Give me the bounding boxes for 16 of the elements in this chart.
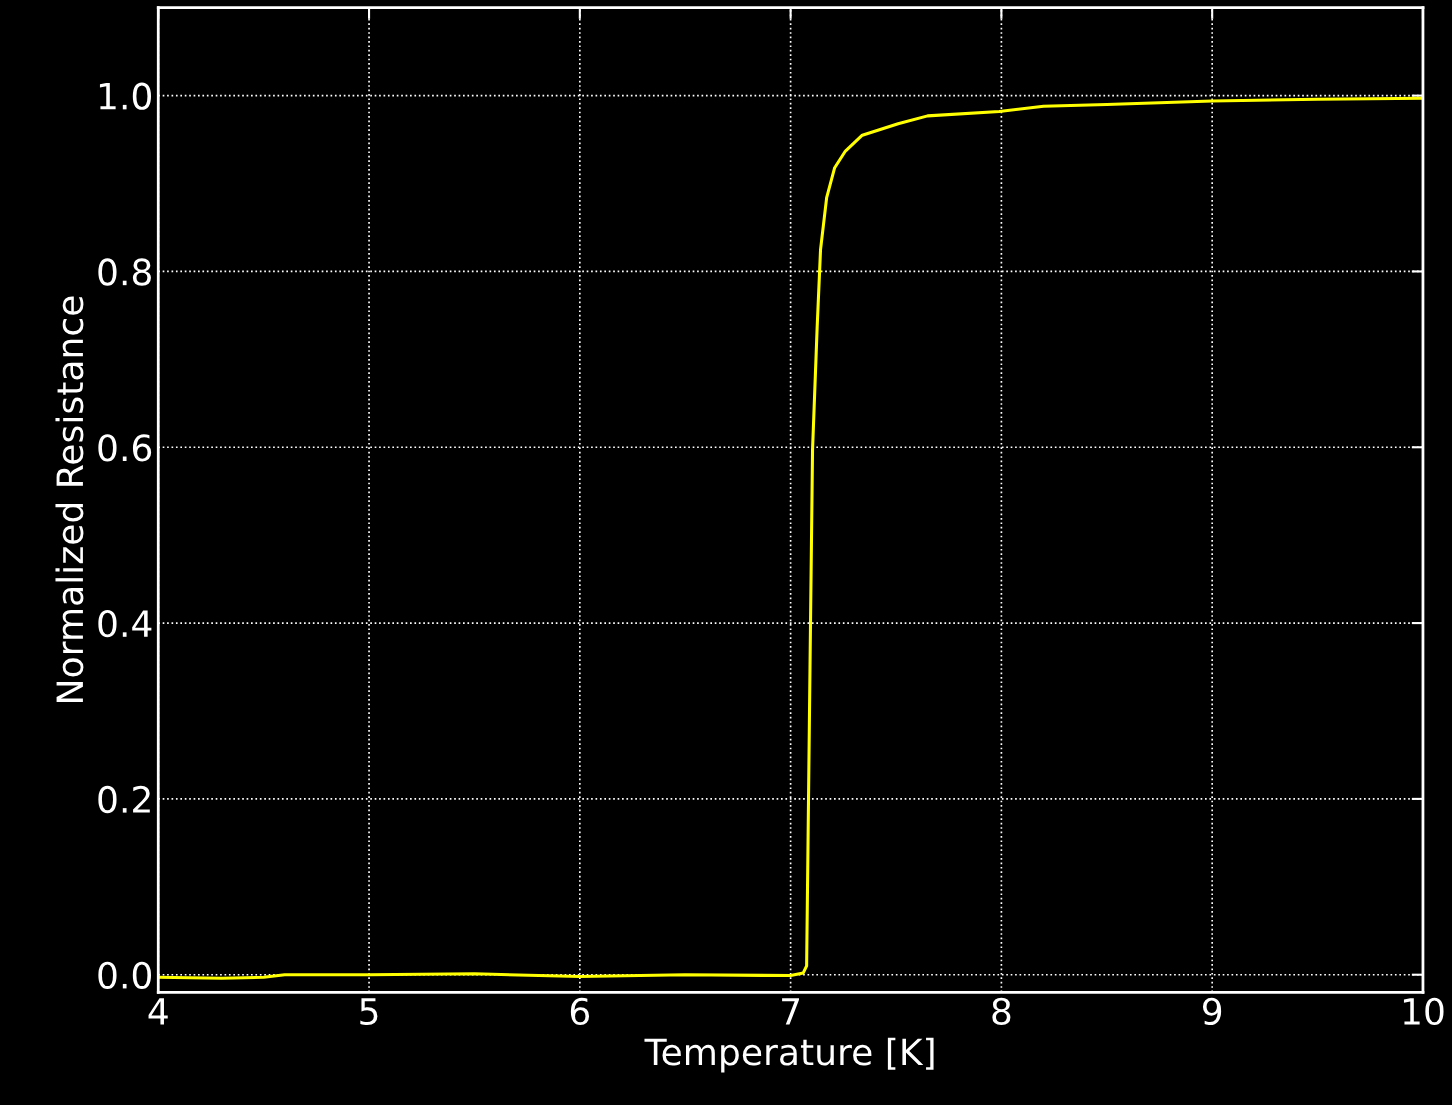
- y-tick-label: 0.6: [98, 434, 152, 462]
- y-axis-title: Normalized Resistance: [55, 296, 84, 702]
- y-tick-label: 1.0: [99, 82, 152, 110]
- x-tick-label: 8: [992, 997, 1011, 1026]
- x-axis-title: Temperature [K]: [644, 1037, 934, 1073]
- x-tick-label: 6: [570, 997, 590, 1026]
- x-tick-label: 4: [148, 998, 168, 1025]
- y-tick-label: 0.2: [98, 785, 150, 814]
- y-tick-label: 0.4: [98, 610, 152, 638]
- x-tick-label: 10: [1403, 997, 1444, 1026]
- x-tick-label: 9: [1202, 997, 1222, 1026]
- y-tick-label: 0.8: [98, 258, 151, 286]
- line-series: [158, 96, 1423, 980]
- x-tick-label: 5: [360, 998, 378, 1026]
- x-tick-label: 7: [782, 998, 800, 1025]
- y-tick-label: 0.0: [98, 961, 152, 989]
